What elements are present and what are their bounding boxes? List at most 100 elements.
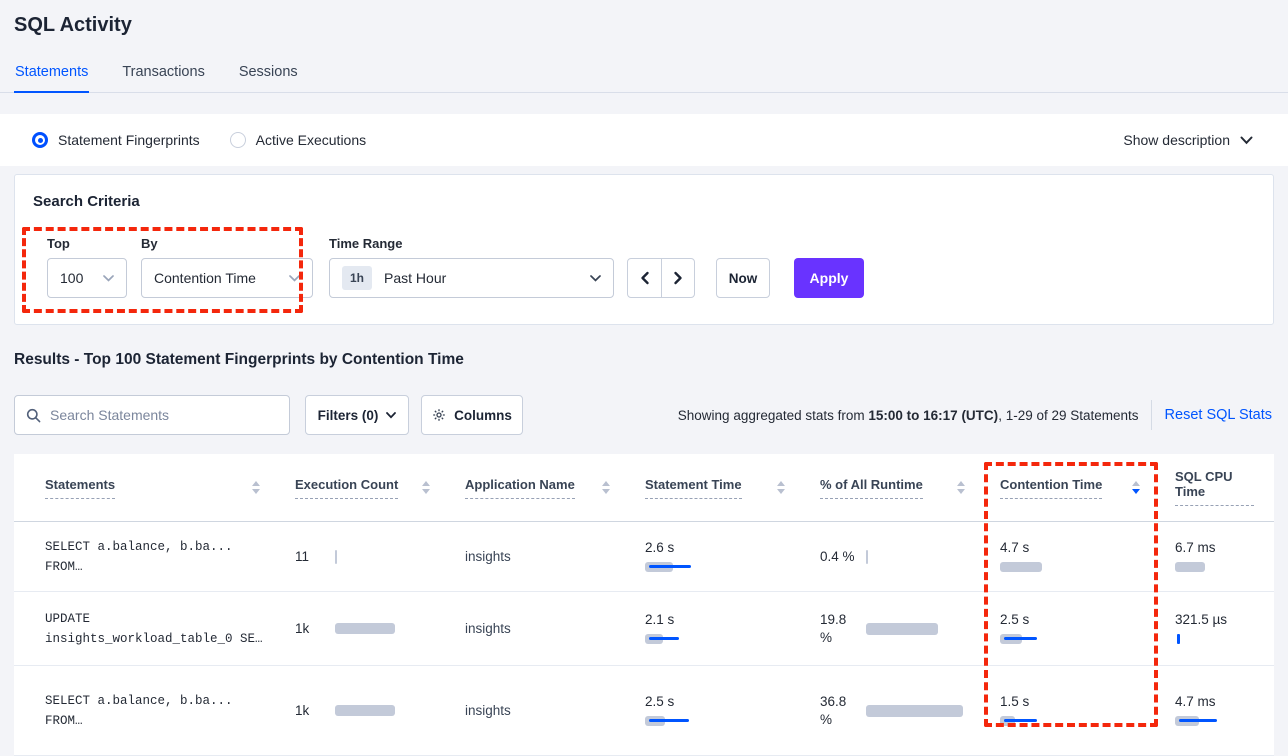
chevron-right-icon [674,271,682,285]
next-time-range-button[interactable] [661,259,694,297]
sql-cpu-time-bar [1175,714,1254,728]
radio-selected-icon[interactable] [32,132,48,148]
col-header-statements[interactable]: Statements [14,477,280,499]
sql-cpu-time-bar [1175,560,1254,574]
pct-of-runtime-cell: 0.4 % [805,548,985,566]
sort-icon[interactable] [602,481,610,494]
table-body: SELECT a.balance, b.ba... FROM… 11 insigh… [14,522,1274,756]
statement-time-cell: 2.6 s [630,540,805,574]
pct-of-runtime-cell: 19.8 % [805,611,985,647]
chevron-down-icon [1240,136,1253,145]
results-heading: Results - Top 100 Statement Fingerprints… [14,351,464,368]
statement-fingerprint[interactable]: SELECT a.balance, b.ba... FROM… [45,693,233,728]
statement-fingerprint[interactable]: SELECT a.balance, b.ba... FROM… [45,539,233,574]
results-toolbar: Filters (0) Columns Showing aggregated s… [14,395,1274,435]
apply-button[interactable]: Apply [794,258,864,298]
execution-count-bar [335,704,395,718]
radio-statement-fingerprints[interactable]: Statement Fingerprints [32,132,200,148]
chevron-down-icon [279,274,300,282]
pct-of-runtime-bar [866,549,868,564]
application-name-cell: insights [465,703,511,718]
by-select[interactable]: Contention Time [141,258,313,298]
view-toggle-bar: Statement Fingerprints Active Executions… [0,114,1288,166]
statement-time-bar [645,714,785,728]
time-range-stepper [627,258,695,298]
tab-statements[interactable]: Statements [14,62,90,93]
now-button[interactable]: Now [716,258,770,298]
statement-time-cell: 2.1 s [630,612,805,646]
col-header-application-name[interactable]: Application Name [450,477,630,499]
time-range-badge: 1h [342,266,373,290]
contention-time-bar [1000,714,1140,728]
time-range-field: Time Range 1h Past Hour [329,236,614,298]
table-row[interactable]: SELECT a.balance, b.ba... FROM… 1k insigh… [14,666,1274,756]
sort-icon[interactable] [252,481,260,494]
chevron-down-icon [580,274,601,282]
previous-time-range-button[interactable] [628,259,661,297]
vertical-divider [1150,400,1152,430]
search-statements-input[interactable] [50,407,279,423]
top-field: Top 100 [47,236,127,298]
sort-icon[interactable] [1132,481,1140,494]
sql-cpu-time-cell: 321.5 µs [1160,612,1274,646]
sort-icon[interactable] [777,481,785,494]
contention-time-bar [1000,560,1140,574]
top-select[interactable]: 100 [47,258,127,298]
show-description-toggle[interactable]: Show description [1123,132,1253,148]
statement-fingerprint[interactable]: UPDATE insights_workload_table_0 SE… [45,611,263,646]
gear-icon [432,408,446,422]
pct-of-runtime-bar [866,704,963,718]
execution-count-bar [335,549,337,564]
radio-active-executions[interactable]: Active Executions [229,132,366,148]
contention-time-cell: 1.5 s [985,694,1160,728]
page-header: SQL Activity [0,0,1288,37]
search-statements-box[interactable] [14,395,290,435]
search-criteria-heading: Search Criteria [33,193,140,210]
tab-bar: Statements Transactions Sessions [0,62,1288,93]
page-title: SQL Activity [14,14,132,36]
sort-icon[interactable] [422,481,430,494]
top-label: Top [47,236,70,251]
tab-sessions[interactable]: Sessions [238,64,298,80]
sql-cpu-time-bar [1175,632,1254,646]
filters-button[interactable]: Filters (0) [305,395,409,435]
columns-button[interactable]: Columns [421,395,523,435]
time-range-label: Time Range [329,236,403,251]
application-name-cell: insights [465,621,511,636]
table-row[interactable]: UPDATE insights_workload_table_0 SE… 1k i… [14,592,1274,666]
by-label: By [141,236,158,251]
search-criteria-card: Search Criteria Top 100 By Contention Ti… [14,174,1274,325]
chevron-down-icon [386,411,397,419]
col-header-sql-cpu-time[interactable]: SQL CPU Time [1160,469,1274,506]
statement-time-bar [645,560,785,574]
statement-time-cell: 2.5 s [630,694,805,728]
application-name-cell: insights [465,549,511,564]
tab-transactions[interactable]: Transactions [122,64,205,80]
execution-count-cell: 11 [280,549,450,564]
contention-time-cell: 4.7 s [985,540,1160,574]
pct-of-runtime-cell: 36.8 % [805,693,985,729]
search-icon [26,408,41,423]
aggregated-stats-text: Showing aggregated stats from 15:00 to 1… [677,407,1139,423]
pct-of-runtime-bar [866,622,938,636]
contention-time-cell: 2.5 s [985,612,1160,646]
time-range-select[interactable]: 1h Past Hour [329,258,614,298]
col-header-pct-of-all-runtime[interactable]: % of All Runtime [805,477,985,499]
col-header-statement-time[interactable]: Statement Time [630,477,805,499]
by-field: By Contention Time [141,236,313,298]
reset-sql-stats-link[interactable]: Reset SQL Stats [1164,407,1272,423]
col-header-execution-count[interactable]: Execution Count [280,477,450,499]
sql-cpu-time-cell: 4.7 ms [1160,694,1274,728]
execution-count-cell: 1k [280,703,450,718]
statement-time-bar [645,632,785,646]
sql-cpu-time-cell: 6.7 ms [1160,540,1274,574]
sort-icon[interactable] [957,481,965,494]
chevron-down-icon [93,274,114,282]
execution-count-bar [335,622,395,636]
chevron-left-icon [640,271,649,285]
statements-table: Statements Execution Count Application N… [14,454,1274,756]
radio-unselected-icon[interactable] [229,132,246,148]
col-header-contention-time[interactable]: Contention Time [985,477,1160,499]
execution-count-cell: 1k [280,621,450,636]
table-row[interactable]: SELECT a.balance, b.ba... FROM… 11 insigh… [14,522,1274,592]
